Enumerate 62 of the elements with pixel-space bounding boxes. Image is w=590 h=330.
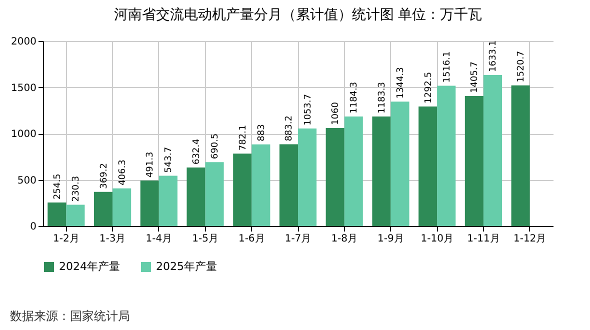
bar [48, 202, 66, 226]
x-tick-label: 1-10月 [420, 234, 454, 244]
data-label: 1344.3 [396, 67, 406, 99]
data-label: 230.3 [71, 176, 82, 202]
bar [390, 102, 410, 226]
data-label: 883 [256, 124, 267, 142]
bar [158, 176, 178, 226]
bar [112, 188, 132, 226]
y-tick-label: 2000 [11, 36, 36, 48]
y-tick-label: 1500 [11, 82, 36, 94]
data-label: 782.1 [238, 124, 248, 151]
bar [437, 86, 456, 226]
chart-title: 河南省交流电动机产量分月（累计值）统计图 单位：万千瓦 [114, 7, 482, 23]
data-label: 1633.1 [488, 40, 499, 72]
bar [326, 128, 344, 226]
x-tick-label: 1-4月 [146, 234, 172, 244]
data-label: 1405.7 [470, 61, 480, 93]
x-tick-label: 1-3月 [99, 234, 126, 244]
x-tick-label: 1-6月 [238, 234, 265, 244]
data-label: 369.2 [99, 163, 110, 189]
data-label: 690.5 [210, 133, 221, 160]
y-tick-label: 500 [17, 175, 36, 186]
data-label: 632.4 [192, 138, 202, 165]
data-label: 406.3 [118, 160, 128, 186]
bar [298, 128, 317, 226]
bar [94, 192, 113, 226]
bar [483, 74, 502, 226]
x-tick-label: 1-12月 [513, 234, 546, 244]
bar [233, 154, 252, 226]
data-label: 543.7 [164, 146, 174, 173]
data-label: 254.5 [52, 174, 63, 200]
x-tick-label: 1-11月 [467, 234, 500, 244]
x-tick-label: 1-5月 [192, 234, 218, 244]
bar [464, 96, 484, 226]
source-note: 数据来源：国家统计局 [10, 308, 130, 325]
bar [344, 116, 363, 226]
data-label: 1184.3 [350, 82, 360, 114]
data-label: 883.2 [284, 116, 295, 142]
data-label: 491.3 [146, 152, 156, 178]
bar [66, 204, 85, 226]
legend-label: 2024年产量 [59, 260, 120, 273]
x-tick-label: 1-9月 [378, 234, 404, 244]
bar [252, 144, 270, 226]
x-tick-label: 1-7月 [284, 234, 312, 244]
bar [511, 85, 530, 226]
data-label: 1053.7 [303, 94, 314, 126]
data-label: 1516.1 [442, 51, 452, 83]
bar [372, 116, 391, 226]
bar [186, 168, 206, 226]
bar [140, 180, 159, 226]
data-label: 1292.5 [424, 72, 434, 104]
data-label: 1060 [331, 102, 342, 125]
x-tick-label: 1-2月 [53, 234, 80, 244]
bar [279, 144, 298, 226]
x-tick-label: 1-8月 [331, 234, 358, 244]
data-label: 1520.7 [516, 50, 527, 82]
bar [205, 162, 224, 226]
bar [418, 106, 438, 226]
y-tick-label: 1000 [11, 129, 36, 140]
data-label: 1183.3 [377, 82, 388, 114]
y-tick-label: 0 [30, 222, 36, 232]
legend-label: 2025年产量 [156, 260, 217, 273]
